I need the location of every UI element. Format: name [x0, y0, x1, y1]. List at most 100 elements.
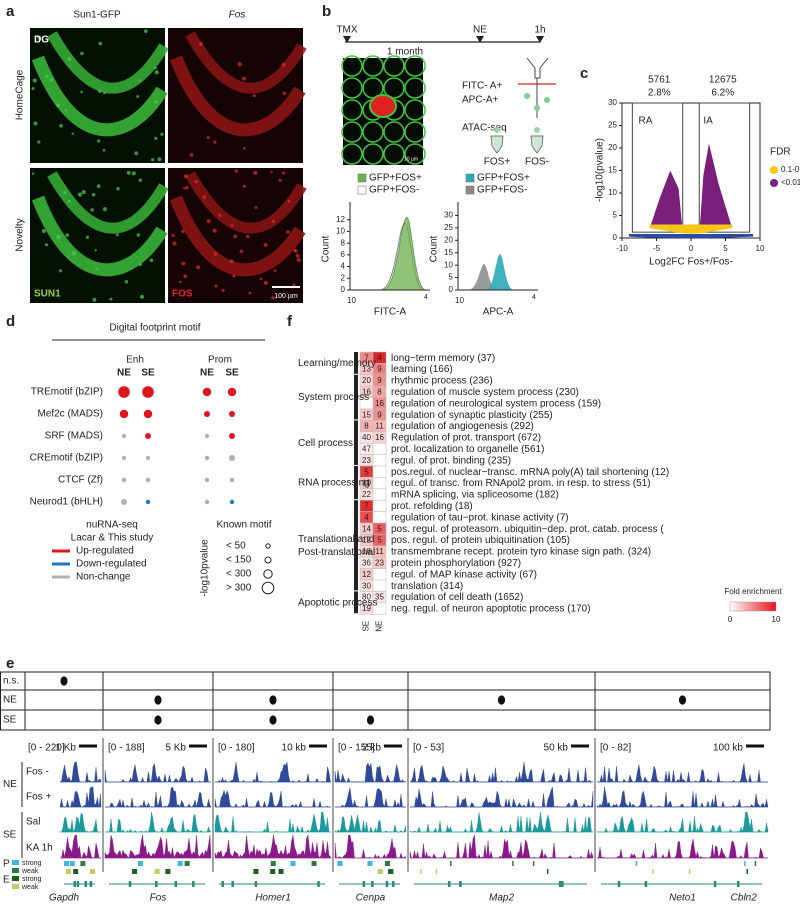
term-label: pos. regul. of proteasom. ubiquitin−dep.…	[391, 524, 664, 535]
group-label: Prom	[208, 355, 232, 366]
axis-label: -log10(pvalue)	[595, 138, 606, 202]
legend-label: Up-regulated	[76, 546, 134, 557]
cell	[153, 100, 158, 104]
exon	[713, 881, 717, 887]
cell	[273, 269, 277, 272]
annotation-box	[90, 869, 96, 874]
cell	[181, 229, 185, 234]
legend-title: FDR	[770, 147, 791, 158]
y-tick-label: 8	[341, 238, 346, 247]
annotation-box	[744, 861, 746, 866]
histogram-curve	[486, 253, 514, 290]
signal-track	[596, 786, 769, 808]
heat-value: 23	[375, 559, 384, 568]
heat-value: 36	[362, 559, 371, 568]
group-label: Cell process	[298, 438, 353, 449]
legend-dot	[770, 166, 778, 174]
heat-value: 11	[375, 422, 384, 431]
legend-label: 0	[728, 615, 733, 624]
exon	[89, 881, 93, 887]
legend-label: GFP+FOS+	[369, 173, 422, 184]
annotation-level: strong	[22, 876, 42, 883]
nucleus	[404, 55, 426, 77]
cell	[252, 94, 256, 98]
term-label: regul. of transc. from RNApol2 prom. in …	[391, 478, 651, 489]
exon	[362, 881, 366, 887]
exon	[561, 881, 564, 887]
heat-value: 15	[362, 410, 371, 419]
annotation-level: weak	[21, 868, 39, 875]
heat-cell	[372, 465, 387, 478]
y-tick-label: 15	[608, 166, 617, 175]
cell	[103, 91, 106, 95]
count-label: 2.8%	[648, 88, 671, 99]
tissue-band	[185, 31, 307, 94]
heat-value: 14	[362, 524, 371, 533]
cell	[213, 251, 218, 256]
cell	[81, 190, 86, 195]
annotation-box	[635, 861, 638, 866]
cell	[202, 194, 207, 199]
motif-dot	[229, 433, 235, 439]
term-label: regulation of tau−prot. kinase activity …	[391, 512, 569, 523]
cell	[248, 291, 252, 295]
motif-dot	[204, 411, 210, 417]
annotation-box	[688, 869, 691, 874]
cell	[44, 243, 49, 247]
heat-value: 30	[362, 581, 371, 590]
legend-circle	[263, 569, 273, 579]
heat-value: 22	[362, 490, 371, 499]
motif-dot	[145, 433, 151, 439]
heat-cell	[372, 477, 387, 490]
heat-value: 7	[364, 353, 369, 362]
cell	[286, 230, 290, 234]
signal-track	[409, 834, 594, 859]
x-tick-label: 10	[756, 244, 765, 253]
group-label: RNA processing	[298, 478, 370, 489]
signal-track	[596, 811, 769, 833]
heat-value: 11	[375, 547, 384, 556]
column-label: NE	[375, 621, 384, 632]
nucleus	[404, 99, 426, 121]
exon	[558, 881, 562, 887]
y-tick-label: 0	[449, 285, 454, 294]
tissue-band	[31, 55, 168, 137]
tube-pellet	[534, 127, 540, 133]
motif-label: TREmotif (bZIP)	[31, 387, 103, 398]
legend-swatch	[465, 173, 475, 183]
cell	[80, 51, 84, 56]
panel-letter: f	[287, 313, 293, 330]
motif-dot	[227, 387, 237, 397]
cell	[171, 234, 175, 238]
cloud-sig	[650, 170, 683, 225]
cell	[71, 132, 74, 135]
cell	[33, 121, 38, 126]
annotation-box	[384, 861, 390, 866]
heat-value: 9	[377, 365, 382, 374]
timeline-marker	[536, 36, 544, 43]
axis-label: FITC-A	[374, 307, 407, 318]
scale-label: 2 kb	[362, 743, 381, 754]
cell	[41, 228, 47, 234]
heat-cell	[372, 488, 387, 501]
signal-track	[335, 787, 406, 808]
tissue-band	[169, 195, 306, 277]
tube-label: FOS+	[484, 157, 511, 168]
cell	[115, 233, 119, 237]
signal-track	[215, 761, 331, 783]
cell	[287, 199, 291, 203]
group-bar	[354, 352, 358, 374]
cell	[45, 74, 49, 79]
exon	[221, 881, 224, 887]
nucleus	[341, 121, 363, 143]
cell	[97, 139, 101, 143]
cell	[270, 170, 273, 174]
exon	[128, 881, 132, 887]
motif-dot	[121, 499, 127, 505]
cell	[206, 136, 210, 140]
axis-label: APC-A	[483, 307, 514, 318]
signal-track	[59, 786, 102, 808]
annotation-level: strong	[22, 860, 42, 867]
term-label: prot. localization to organelle (561)	[391, 444, 544, 455]
cell	[253, 170, 258, 176]
